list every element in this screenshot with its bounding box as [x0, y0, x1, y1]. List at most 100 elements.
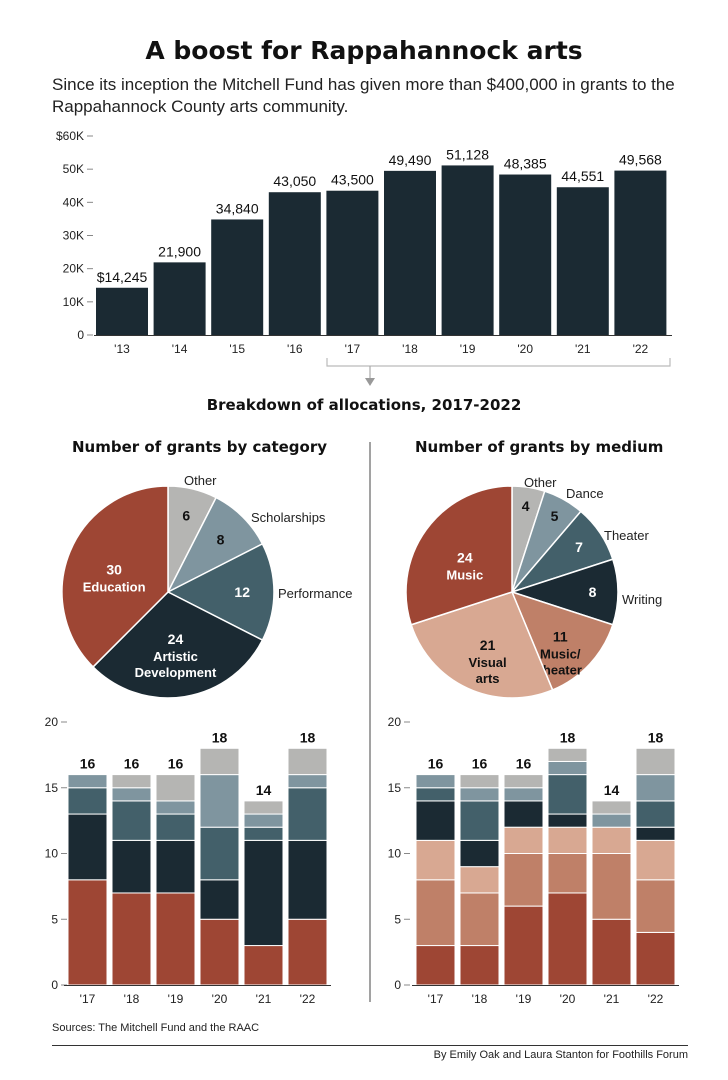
- medium-total-label: 16: [428, 756, 444, 772]
- medium-stack-segment: [459, 866, 500, 894]
- medium-stack-segment: [635, 839, 676, 881]
- medium-stack-segment: [459, 787, 500, 802]
- medium-y-tick-label: 20: [388, 715, 402, 729]
- byline: By Emily Oak and Laura Stanton for Footh…: [433, 1049, 688, 1061]
- category-y-tick-label: 10: [45, 847, 59, 861]
- medium-stack-segment: [415, 787, 456, 802]
- annual-x-tick-label: '18: [402, 342, 418, 356]
- medium-stack-segment: [547, 892, 588, 986]
- category-total-label: 18: [300, 729, 316, 745]
- medium-y-tick-label: 5: [394, 912, 401, 926]
- category-x-tick-label: '18: [124, 992, 140, 1006]
- annual-x-tick-label: '22: [633, 342, 649, 356]
- medium-stack-segment: [415, 774, 456, 789]
- medium-pie-slice-label: Dance: [566, 486, 604, 501]
- medium-pie-slice: [510, 590, 614, 691]
- medium-pie-value-label: 21: [480, 637, 496, 653]
- medium-stack-segment: [503, 826, 544, 855]
- category-stack-segment: [111, 892, 152, 986]
- annual-bar-value-label: 34,840: [216, 200, 259, 216]
- annual-bar-value-label: 48,385: [504, 156, 547, 172]
- medium-pie-slice-label: Other: [524, 475, 557, 490]
- medium-stack-segment: [503, 800, 544, 828]
- medium-stack-segment: [591, 918, 632, 986]
- medium-stack-segment: [547, 760, 588, 776]
- category-pie-slice-label: Artistic: [153, 649, 198, 664]
- medium-stack-segment: [459, 892, 500, 947]
- annual-y-tick-label: 50K: [63, 162, 84, 176]
- medium-stack-segment: [635, 879, 676, 933]
- medium-stack-segment: [503, 853, 544, 907]
- medium-stack-segment: [459, 839, 500, 868]
- medium-x-tick-label: '22: [648, 992, 664, 1006]
- category-pie-value-label: 8: [217, 532, 225, 548]
- medium-x-tick-label: '18: [472, 992, 488, 1006]
- category-stack-segment: [243, 826, 284, 841]
- medium-stack-segment: [635, 931, 676, 986]
- annual-x-tick-label: '17: [345, 342, 361, 356]
- medium-stack-segment: [547, 774, 588, 815]
- medium-stack-segment: [503, 905, 544, 986]
- category-pie-value-label: 6: [182, 508, 190, 524]
- category-stack-segment: [287, 787, 328, 841]
- category-y-tick-label: 5: [51, 912, 58, 926]
- category-pie-value-label: 12: [234, 584, 250, 600]
- category-pie-slice: [91, 591, 264, 699]
- medium-x-tick-label: '21: [604, 992, 620, 1006]
- annual-bar-value-label: $14,245: [97, 269, 148, 285]
- category-stack-segment: [243, 813, 284, 828]
- medium-pie-value-label: 11: [553, 629, 568, 645]
- annual-y-tick-label: 0: [77, 328, 84, 342]
- category-stack-segment: [111, 774, 152, 789]
- category-stack-segment: [199, 918, 240, 986]
- annual-bar-value-label: 51,128: [446, 146, 489, 162]
- medium-x-tick-label: '20: [560, 992, 576, 1006]
- annual-bar: [268, 192, 321, 335]
- medium-x-tick-label: '17: [428, 992, 444, 1006]
- category-stack-segment: [287, 774, 328, 789]
- chart-title: A boost for Rappahannock arts: [145, 36, 583, 65]
- category-x-tick-label: '22: [300, 992, 316, 1006]
- medium-pie-slice-label: arts: [476, 671, 500, 686]
- medium-y-tick-label: 10: [388, 847, 402, 861]
- category-stack-segment: [111, 839, 152, 894]
- medium-stack-segment: [547, 853, 588, 894]
- range-bracket: [326, 358, 671, 367]
- medium-stack-segment: [591, 813, 632, 828]
- annual-bar: [499, 174, 552, 335]
- medium-x-tick-label: '19: [516, 992, 532, 1006]
- category-pie-slice-label: Scholarships: [251, 510, 326, 525]
- annual-x-tick-label: '13: [114, 342, 130, 356]
- medium-stack-segment: [503, 774, 544, 789]
- sources-note: Sources: The Mitchell Fund and the RAAC: [52, 1022, 260, 1034]
- category-x-tick-label: '20: [212, 992, 228, 1006]
- annual-grants-chart: 0 10K 20K 30K 40K 50K $60K $14,245 '13 21,900 '14 3…: [56, 129, 672, 386]
- category-stack-segment: [199, 879, 240, 920]
- medium-stack-segment: [635, 800, 676, 828]
- medium-y-tick-label: 0: [394, 978, 401, 992]
- category-total-label: 18: [212, 729, 228, 745]
- medium-total-label: 18: [560, 729, 576, 745]
- medium-stack-segment: [591, 853, 632, 920]
- medium-total-label: 18: [648, 729, 664, 745]
- medium-pie-value-label: 8: [589, 584, 597, 600]
- category-stack-segment: [287, 839, 328, 920]
- category-total-label: 14: [256, 782, 272, 798]
- medium-total-label: 16: [516, 756, 532, 772]
- annual-x-tick-label: '21: [575, 342, 591, 356]
- annual-x-tick-label: '16: [287, 342, 303, 356]
- medium-stack-segment: [635, 826, 676, 841]
- chart-subtitle: Since its inception the Mitchell Fund ha…: [52, 75, 675, 116]
- annual-bar: [211, 219, 264, 335]
- category-stack-segment: [155, 813, 196, 841]
- annual-x-tick-label: '20: [517, 342, 533, 356]
- category-stack-segment: [155, 839, 196, 894]
- category-stack-segment: [287, 918, 328, 986]
- category-stack-segment: [111, 800, 152, 841]
- category-pie-slice-label: Development: [135, 665, 217, 680]
- medium-pie-slice-label: Visual: [469, 655, 507, 670]
- medium-stacked-chart: 0 5 10 15 20 16 '17 16 '18 16 '19 18 '20 14 '21 18 '22: [388, 715, 679, 1006]
- medium-pie-slice-label: theater: [539, 663, 582, 678]
- medium-stack-segment: [415, 879, 456, 947]
- annual-bar-value-label: 49,568: [619, 152, 662, 168]
